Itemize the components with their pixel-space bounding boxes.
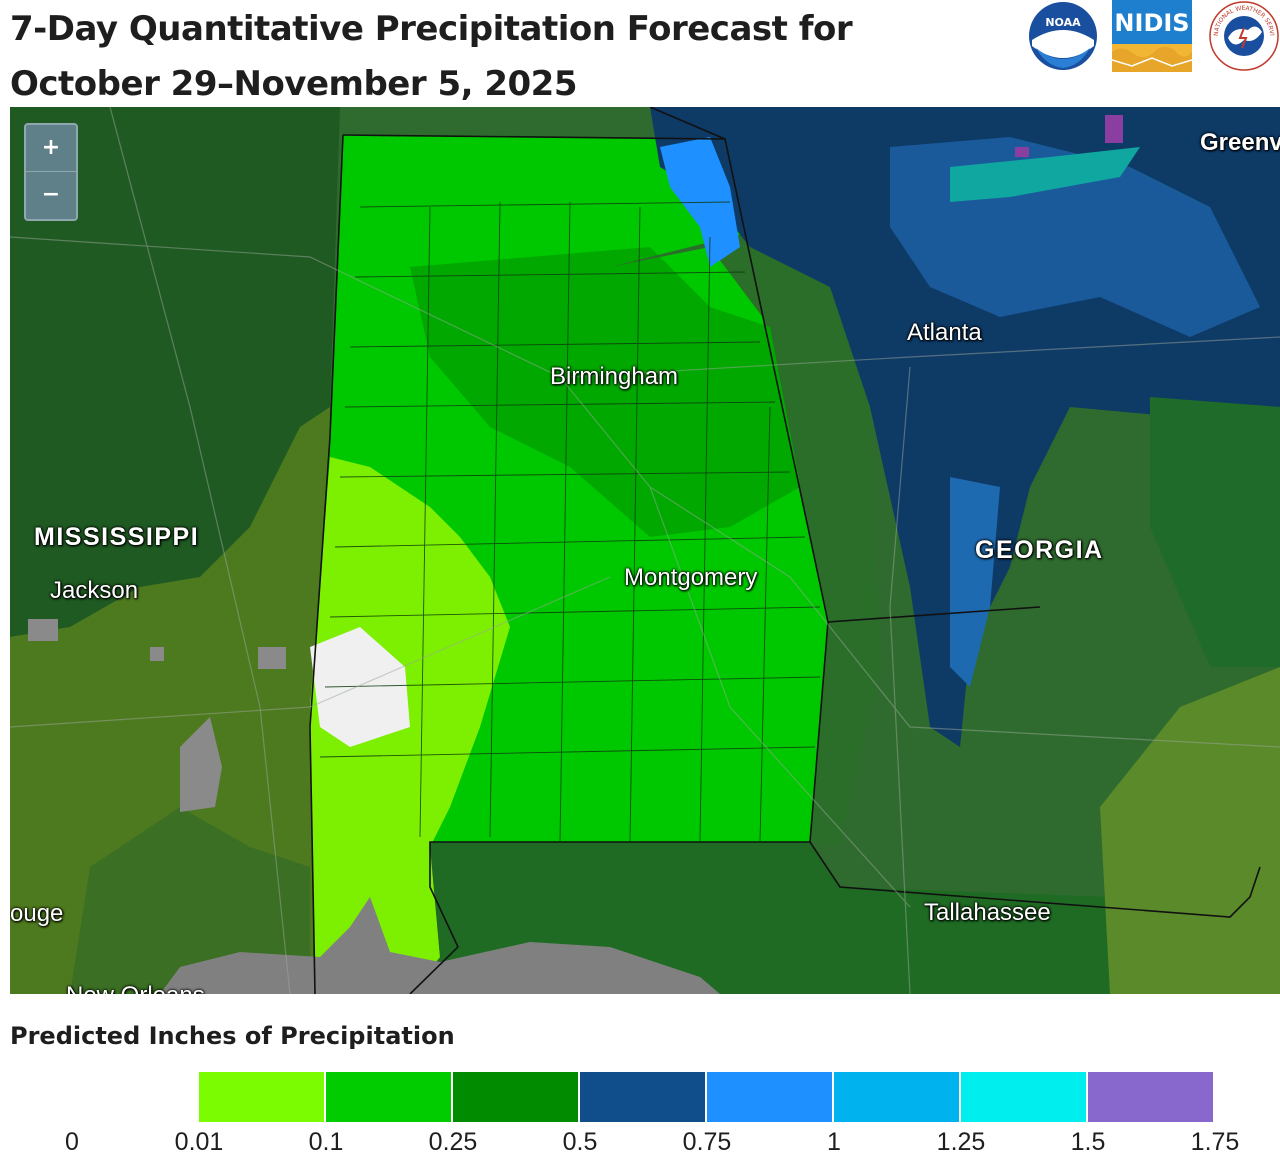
zoom-control: + − xyxy=(24,123,78,221)
legend-tick-label: 1.25 xyxy=(936,1128,986,1156)
legend-color-bar xyxy=(199,1072,1215,1122)
legend-swatch xyxy=(707,1072,832,1122)
legend-tick-label: 0.1 xyxy=(308,1128,344,1156)
map-label-mississippi: MISSISSIPPI xyxy=(34,523,200,551)
map-canvas xyxy=(10,107,1280,994)
map-label-birmingham: Birmingham xyxy=(550,363,679,390)
map-label-new-orleans: New Orleans xyxy=(66,982,205,994)
legend-title: Predicted Inches of Precipitation xyxy=(10,1022,455,1050)
legend-tick-label: 0 xyxy=(65,1128,79,1156)
state-borders xyxy=(309,107,1261,994)
page-title: 7-Day Quantitative Precipitation Forecas… xyxy=(10,9,853,104)
noaa-logo: NOAA xyxy=(1029,2,1097,70)
nidis-logo-text: NIDIS xyxy=(1114,9,1189,37)
legend-tick-label: 0.75 xyxy=(682,1128,732,1156)
legend-swatch xyxy=(580,1072,705,1122)
zoom-in-button[interactable]: + xyxy=(26,125,76,172)
legend-tick-label: 0.5 xyxy=(562,1128,598,1156)
map-label-jackson: Jackson xyxy=(50,577,139,604)
map-label-atlanta: Atlanta xyxy=(907,319,982,346)
map-label-georgia: GEORGIA xyxy=(975,536,1104,564)
map-label-tallahassee: Tallahassee xyxy=(924,899,1051,926)
noaa-logo-text: NOAA xyxy=(1045,16,1081,29)
legend-swatch xyxy=(199,1072,324,1122)
map-label-montgomery: Montgomery xyxy=(624,564,758,591)
legend-tick-label: 0.25 xyxy=(428,1128,478,1156)
legend-tick-label: 1 xyxy=(827,1128,841,1156)
legend-tick-label: 0.01 xyxy=(174,1128,224,1156)
map-label-baton-rouge: ouge xyxy=(10,900,64,927)
legend-tick-label: 1.5 xyxy=(1070,1128,1106,1156)
nws-logo: NATIONAL WEATHER SERVICE xyxy=(1204,0,1279,71)
legend-tick-label: 1.75 xyxy=(1190,1128,1240,1156)
legend-swatch xyxy=(834,1072,959,1122)
county-lines xyxy=(319,201,821,843)
precipitation-map[interactable]: + − Greenv Atlanta Birmingham MISSISSIPP… xyxy=(10,107,1280,994)
zoom-out-button[interactable]: − xyxy=(41,182,61,207)
legend-swatch xyxy=(453,1072,578,1122)
roads xyxy=(10,107,1280,994)
legend-swatch xyxy=(1088,1072,1213,1122)
map-label-greenville: Greenv xyxy=(1200,129,1280,156)
legend-swatch xyxy=(961,1072,1086,1122)
legend-swatch xyxy=(326,1072,451,1122)
nidis-logo: NIDIS xyxy=(1112,0,1192,72)
